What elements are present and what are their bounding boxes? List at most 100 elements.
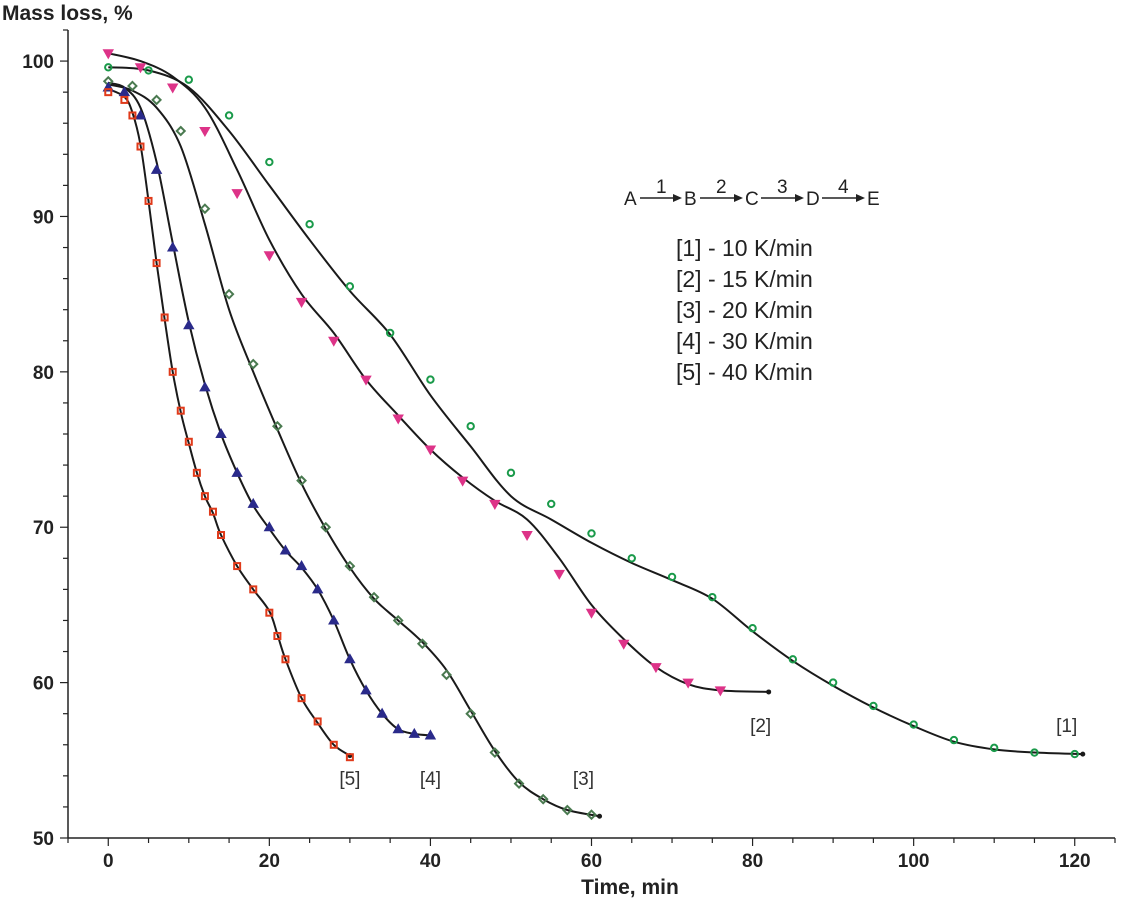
- point-series-5: [144, 196, 153, 205]
- point-series-5: [152, 259, 161, 268]
- y-tick-label: 100: [22, 52, 54, 73]
- point-series-4: [424, 729, 437, 740]
- point-series-4: [328, 614, 340, 625]
- curve-labels: [1] [2] [3] [4] [5]: [339, 716, 1077, 790]
- point-series-1: [1070, 749, 1079, 759]
- legend-entry-5: [5] - 40 K/min: [676, 359, 813, 385]
- point-series-4: [166, 241, 179, 252]
- scheme-step-2: 2: [716, 177, 727, 198]
- legend: [1] - 10 K/min [2] - 15 K/min [3] - 20 K…: [676, 235, 813, 385]
- y-tick-label: 60: [33, 674, 54, 695]
- point-series-1: [869, 701, 878, 711]
- scheme-species-c: C: [745, 189, 759, 210]
- point-series-5: [200, 492, 209, 501]
- y-axis-title: Mass loss, %: [2, 2, 133, 25]
- point-series-1: [144, 66, 153, 75]
- point-series-5: [217, 531, 226, 539]
- x-tick-label: 60: [581, 851, 602, 872]
- point-series-2: [263, 251, 276, 262]
- point-series-5: [297, 694, 306, 703]
- x-tick-label: 100: [898, 851, 930, 872]
- curve-label-3: [3]: [573, 769, 594, 790]
- point-series-4: [199, 381, 211, 392]
- point-series-3: [586, 809, 597, 821]
- y-tick-label: 70: [33, 518, 54, 539]
- point-series-3: [465, 708, 477, 720]
- point-series-2: [166, 83, 179, 94]
- point-series-1: [547, 499, 556, 509]
- point-series-5: [345, 753, 354, 762]
- point-series-5: [160, 313, 169, 322]
- point-series-2: [553, 569, 566, 580]
- scheme-species-b: B: [684, 189, 697, 210]
- scheme-species-d: D: [806, 189, 820, 210]
- point-series-2: [682, 678, 694, 689]
- point-series-5: [168, 367, 177, 376]
- legend-entry-1: [1] - 10 K/min: [676, 235, 813, 261]
- point-series-3: [392, 615, 404, 626]
- point-series-3: [247, 358, 259, 370]
- point-series-5: [184, 437, 193, 446]
- point-series-4: [134, 109, 147, 120]
- fit-curve-5: [107, 88, 351, 757]
- fit-end-point: [1080, 751, 1086, 757]
- point-series-1: [828, 678, 838, 687]
- point-series-5: [120, 95, 129, 104]
- point-series-5: [265, 608, 274, 617]
- point-series-1: [345, 282, 355, 291]
- point-series-1: [949, 735, 959, 745]
- reaction-scheme: A 1 B 2 C 3 D 4 E: [624, 177, 880, 210]
- point-series-1: [224, 111, 234, 120]
- x-tick-label: 120: [1059, 851, 1091, 872]
- point-series-1: [1030, 748, 1039, 757]
- point-series-5: [273, 632, 282, 640]
- point-series-4: [263, 521, 276, 532]
- axes: [67, 30, 1115, 839]
- x-tick-label: 20: [259, 851, 280, 872]
- point-series-1: [184, 75, 194, 84]
- point-series-4: [376, 707, 388, 718]
- scheme-step-3: 3: [777, 177, 788, 198]
- fit-curves: [107, 52, 1086, 819]
- point-series-3: [368, 591, 380, 603]
- curve-label-5: [5]: [339, 769, 360, 790]
- arrow-icon: [640, 194, 865, 202]
- point-series-1: [466, 422, 475, 431]
- point-series-3: [537, 793, 549, 805]
- point-series-4: [183, 319, 195, 330]
- point-series-2: [489, 499, 501, 510]
- fit-end-point: [766, 689, 772, 695]
- point-series-4: [118, 86, 131, 97]
- point-series-4: [311, 583, 324, 594]
- curve-label-2: [2]: [750, 716, 771, 737]
- data-markers: [102, 49, 1079, 821]
- point-series-4: [231, 466, 243, 477]
- point-series-1: [305, 220, 314, 229]
- point-series-2: [328, 336, 340, 347]
- point-series-2: [650, 663, 662, 674]
- point-series-2: [714, 686, 727, 697]
- point-series-3: [296, 475, 307, 487]
- point-series-1: [385, 328, 395, 338]
- y-tick-label: 90: [33, 207, 54, 228]
- point-series-3: [441, 669, 452, 681]
- point-series-4: [279, 544, 292, 555]
- point-series-3: [223, 288, 235, 300]
- point-series-1: [989, 743, 999, 753]
- point-series-1: [265, 157, 274, 167]
- point-series-1: [104, 63, 113, 72]
- point-series-1: [748, 624, 757, 633]
- point-series-1: [909, 720, 918, 729]
- point-series-1: [708, 592, 717, 602]
- x-axis-title: Time, min: [581, 876, 679, 899]
- point-series-4: [215, 427, 227, 438]
- point-series-3: [151, 94, 163, 106]
- point-series-2: [521, 531, 533, 542]
- point-series-4: [344, 653, 356, 664]
- x-tick-label: 80: [742, 851, 763, 872]
- point-series-5: [233, 562, 242, 571]
- point-series-2: [360, 375, 372, 386]
- point-series-5: [313, 717, 322, 726]
- point-series-2: [102, 49, 114, 60]
- fit-end-point: [597, 813, 603, 819]
